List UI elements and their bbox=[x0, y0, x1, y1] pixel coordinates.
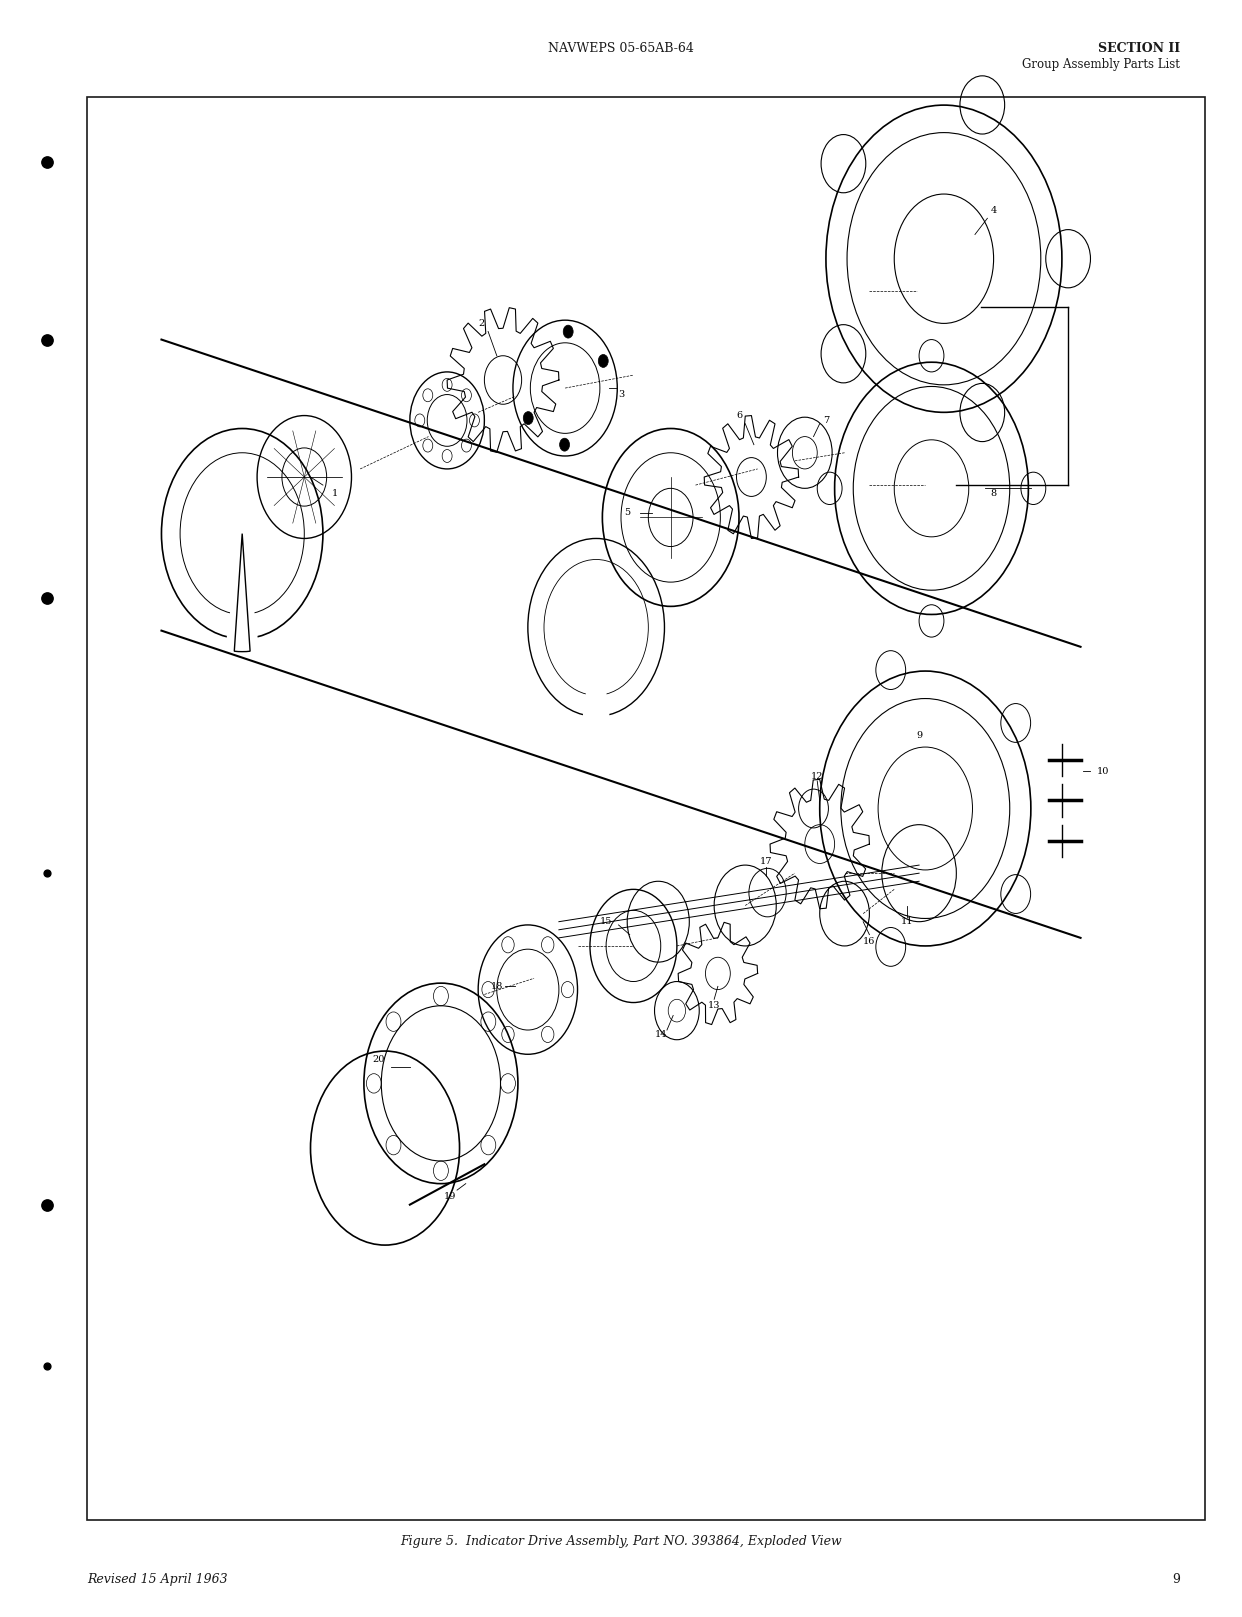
Circle shape bbox=[560, 438, 570, 451]
Text: 15: 15 bbox=[600, 917, 612, 927]
Text: 14: 14 bbox=[655, 1030, 667, 1040]
Wedge shape bbox=[231, 534, 253, 618]
Text: 11: 11 bbox=[900, 917, 913, 927]
Text: 16: 16 bbox=[863, 936, 876, 946]
Text: NAVWEPS 05-65AB-64: NAVWEPS 05-65AB-64 bbox=[548, 42, 694, 55]
Text: 8: 8 bbox=[991, 488, 996, 498]
Text: 20: 20 bbox=[373, 1054, 385, 1064]
Text: Group Assembly Parts List: Group Assembly Parts List bbox=[1022, 58, 1180, 71]
Circle shape bbox=[599, 354, 609, 367]
Text: 12: 12 bbox=[811, 771, 823, 781]
Text: 3: 3 bbox=[617, 390, 625, 399]
Text: 4: 4 bbox=[990, 205, 997, 215]
Text: 6: 6 bbox=[737, 411, 741, 420]
Text: 18: 18 bbox=[491, 982, 503, 991]
Circle shape bbox=[563, 325, 573, 338]
Text: 10: 10 bbox=[1097, 766, 1109, 776]
Text: 7: 7 bbox=[822, 416, 830, 425]
Text: Revised 15 April 1963: Revised 15 April 1963 bbox=[87, 1573, 227, 1586]
Text: 19: 19 bbox=[443, 1192, 456, 1201]
Bar bbox=[87, 97, 1205, 1520]
Text: 2: 2 bbox=[478, 319, 486, 328]
Text: Figure 5.  Indicator Drive Assembly, Part NO. 393864, Exploded View: Figure 5. Indicator Drive Assembly, Part… bbox=[400, 1535, 842, 1547]
Text: 17: 17 bbox=[760, 857, 773, 867]
Wedge shape bbox=[584, 627, 609, 721]
Circle shape bbox=[523, 412, 533, 425]
Text: 5: 5 bbox=[625, 508, 630, 517]
Text: 9: 9 bbox=[917, 731, 922, 741]
Text: 1: 1 bbox=[332, 488, 339, 498]
Text: 9: 9 bbox=[1172, 1573, 1180, 1586]
Text: SECTION II: SECTION II bbox=[1098, 42, 1180, 55]
Text: 13: 13 bbox=[708, 1001, 720, 1011]
Wedge shape bbox=[227, 534, 257, 644]
